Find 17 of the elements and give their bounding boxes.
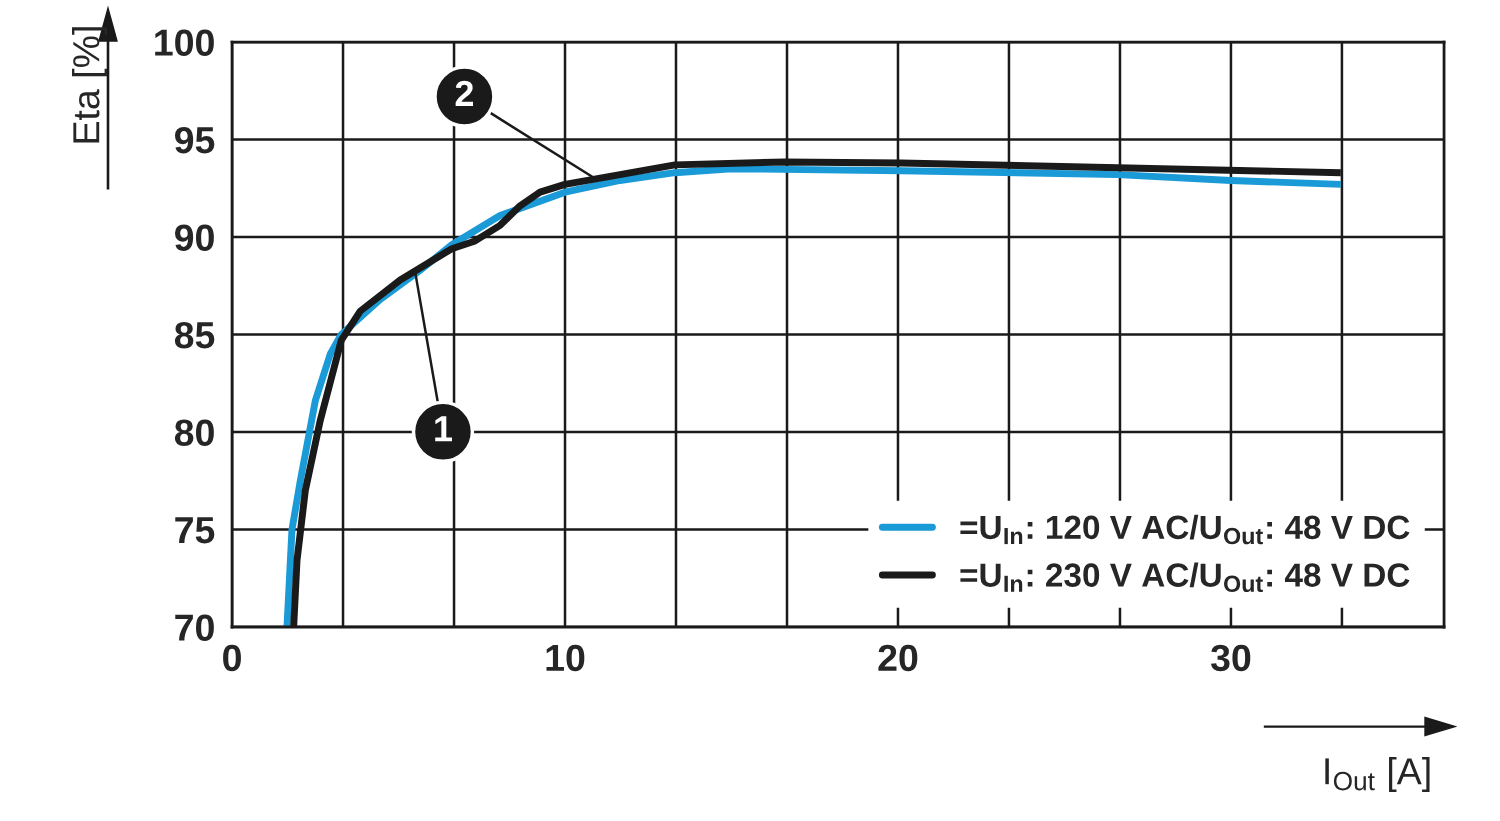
annotation: 1 [435, 416, 452, 442]
x-tick-label: 20 [878, 644, 918, 672]
y-tick-label: 75 [175, 517, 215, 544]
x-tick-label: 0 [223, 644, 241, 672]
y-tick-label: 100 [155, 29, 214, 56]
y-tick-label: 85 [174, 321, 215, 349]
x-tick-label: 30 [1210, 644, 1251, 672]
x-tick-label: 10 [546, 644, 585, 672]
y-axis-title: Eta [%] [72, 27, 107, 143]
annotation: 2 [455, 80, 474, 106]
x-axis-title: I$_{Out}$ [A] [1325, 757, 1430, 792]
y-tick-label: 70 [175, 614, 214, 641]
y-tick-label: 80 [174, 419, 214, 446]
y-tick-label: 90 [174, 224, 214, 251]
legend-label: =U$_{In}$: 120 V AC/U$_{Out}$: 48 V DC [960, 514, 1410, 545]
legend-label: =U$_{In}$: 230 V AC/U$_{Out}$: 48 V DC [960, 562, 1410, 593]
y-tick-label: 95 [174, 126, 215, 154]
